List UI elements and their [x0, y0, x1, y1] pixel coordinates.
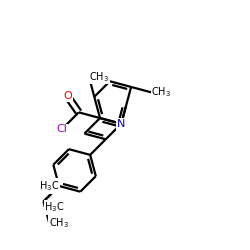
Text: O: O: [63, 91, 72, 101]
Text: H$_3$C: H$_3$C: [44, 200, 65, 214]
Text: CH$_3$: CH$_3$: [89, 70, 109, 84]
Text: H$_3$C: H$_3$C: [39, 179, 59, 193]
Text: CH$_3$: CH$_3$: [49, 216, 69, 230]
Text: N: N: [117, 119, 126, 129]
Text: CH$_3$: CH$_3$: [151, 86, 171, 99]
Text: Cl: Cl: [56, 124, 67, 134]
